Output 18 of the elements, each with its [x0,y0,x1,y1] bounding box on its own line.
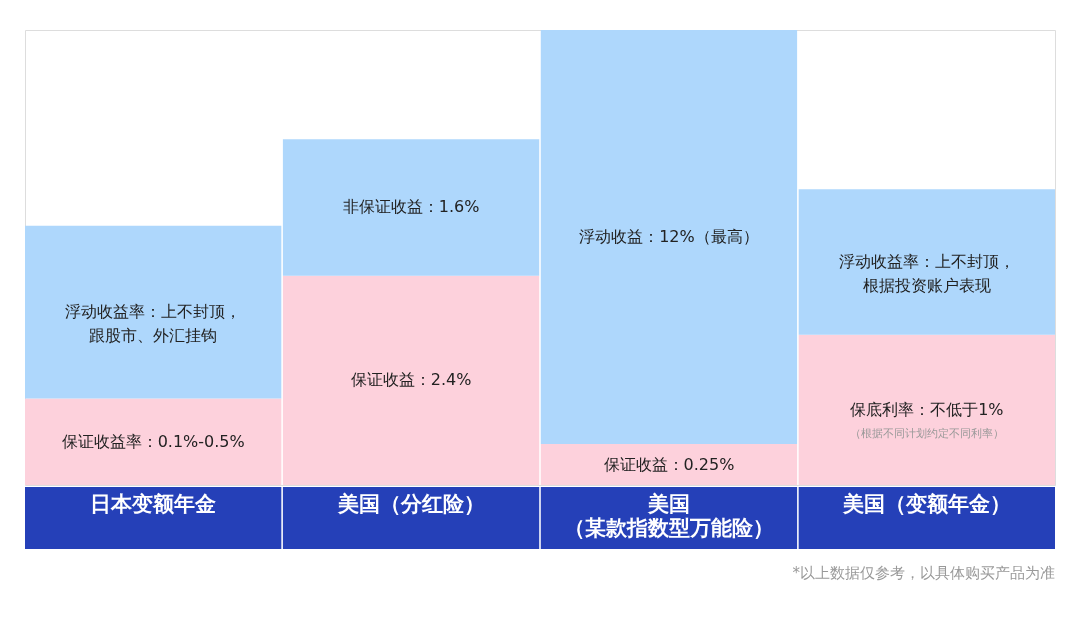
x-tick-label: 日本变额年金 [90,491,217,516]
bar [540,30,798,445]
x-tick-label: 美国（变额年金） [841,491,1011,516]
annotation: 非保证收益：1.6% [342,197,480,217]
annotation: （根据不同计划约定不同利率） [849,426,1004,440]
bar [25,225,282,399]
annotation: 保证收益：2.4% [350,370,472,390]
text: *以上数据仅参考，以具体购买产品为准 [792,564,1055,582]
x-tick-label: 美国（分红险） [336,491,485,516]
annotation: 保底利率：不低于1% [850,399,1004,419]
x-tick-label: 美国（某款指数型万能险） [563,491,774,540]
annotation: 保证收益率：0.1%-0.5% [61,431,245,451]
bar [282,139,540,276]
annotation: 浮动收益率：上不封顶，根据投资账户表现 [838,252,1015,296]
annotation: 浮动收益：12%（最高） [579,227,759,247]
bar [798,189,1055,335]
annotation: 保证收益：0.25% [603,454,735,474]
annotation: 浮动收益率：上不封顶，跟股市、外汇挂钩 [65,302,242,346]
